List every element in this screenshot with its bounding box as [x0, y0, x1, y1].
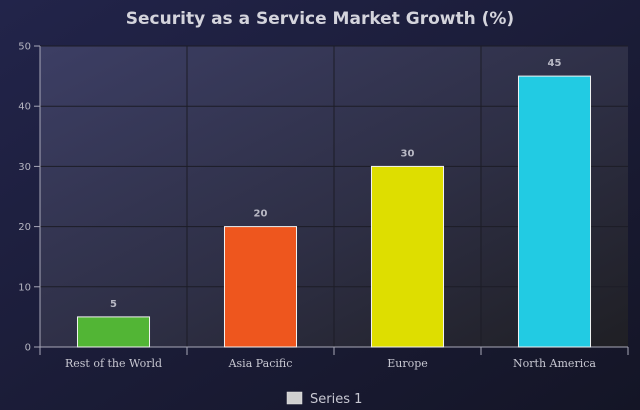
- y-tick-label: 20: [18, 222, 31, 233]
- legend-swatch: [286, 391, 303, 405]
- data-label: 30: [401, 148, 415, 159]
- y-tick-label: 10: [18, 282, 31, 293]
- y-tick-label: 0: [25, 343, 31, 354]
- data-label: 5: [110, 299, 117, 310]
- data-label: 20: [254, 209, 268, 220]
- y-tick-label: 40: [18, 102, 31, 113]
- labels: 5 Rest of the World 20 Asia Pacific 30 Europe…: [65, 58, 596, 370]
- bar[interactable]: [517, 75, 592, 348]
- bars: [76, 75, 592, 348]
- x-tick-label: North America: [513, 357, 596, 370]
- y-tick-label: 50: [18, 42, 31, 53]
- bar[interactable]: [76, 316, 151, 348]
- data-label: 45: [548, 58, 562, 69]
- bar[interactable]: [223, 226, 298, 348]
- legend[interactable]: Series 1: [286, 391, 362, 407]
- x-tick-label: Asia Pacific: [228, 357, 293, 370]
- legend-label: Series 1: [310, 392, 362, 407]
- bar[interactable]: [370, 165, 445, 348]
- x-tick-label: Europe: [387, 357, 428, 370]
- chart-title: Security as a Service Market Growth (%): [126, 9, 514, 29]
- x-tick-label: Rest of the World: [65, 357, 162, 370]
- y-tick-label: 30: [18, 162, 31, 173]
